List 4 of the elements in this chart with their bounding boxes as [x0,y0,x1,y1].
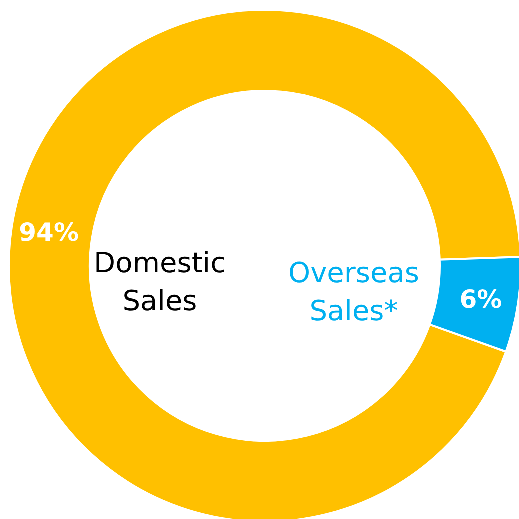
data-label: 94% [19,218,79,248]
data-label: 6% [460,284,502,314]
slice-label: Domestic Sales [94,246,226,318]
slice-label: Overseas Sales* [288,256,420,328]
